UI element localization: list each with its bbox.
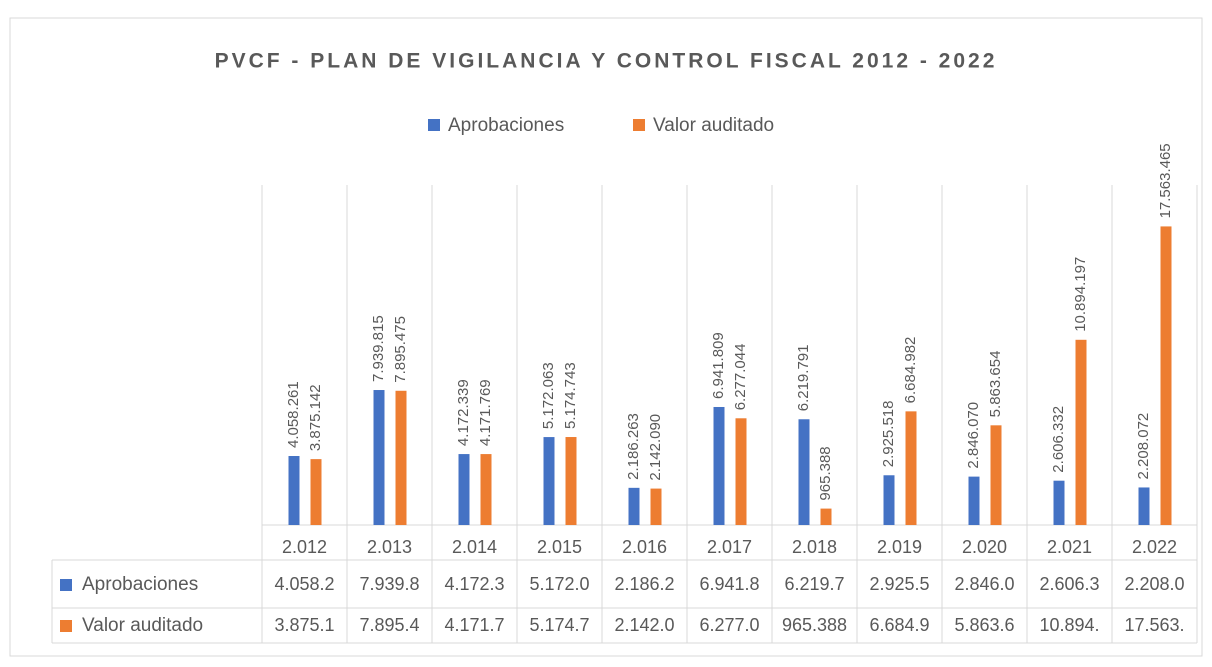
table-cell: 10.894. bbox=[1039, 615, 1099, 635]
table-cell: 6.219.7 bbox=[784, 574, 844, 594]
table-cell: 17.563. bbox=[1124, 615, 1184, 635]
table-cell: 5.863.6 bbox=[954, 615, 1014, 635]
table-cell: 5.174.7 bbox=[529, 615, 589, 635]
bar bbox=[735, 418, 747, 525]
data-label: 2.846.070 bbox=[965, 402, 982, 469]
bar bbox=[820, 508, 832, 525]
x-tick-label: 2.016 bbox=[622, 537, 667, 557]
x-tick-label: 2.022 bbox=[1132, 537, 1177, 557]
table-cell: 2.186.2 bbox=[614, 574, 674, 594]
table-key bbox=[60, 579, 72, 591]
bar bbox=[373, 390, 385, 525]
bar bbox=[310, 459, 322, 525]
bar bbox=[565, 437, 577, 525]
table-cell: 2.606.3 bbox=[1039, 574, 1099, 594]
data-label: 5.863.654 bbox=[987, 351, 1004, 418]
data-label: 2.142.090 bbox=[647, 414, 664, 481]
table-cell: 2.142.0 bbox=[614, 615, 674, 635]
bar bbox=[713, 406, 725, 525]
x-tick-label: 2.012 bbox=[282, 537, 327, 557]
bar bbox=[798, 419, 810, 525]
x-tick-label: 2.020 bbox=[962, 537, 1007, 557]
bar bbox=[1138, 487, 1150, 525]
table-cell: 4.058.2 bbox=[274, 574, 334, 594]
data-label: 2.925.518 bbox=[880, 401, 897, 468]
x-tick-label: 2.013 bbox=[367, 537, 412, 557]
chart-frame bbox=[9, 17, 1203, 657]
chart-title: PVCF - PLAN DE VIGILANCIA Y CONTROL FISC… bbox=[215, 50, 998, 73]
table-cell: 2.846.0 bbox=[954, 574, 1014, 594]
bar bbox=[628, 487, 640, 525]
bar bbox=[288, 456, 300, 525]
data-label: 7.895.475 bbox=[392, 316, 409, 383]
data-label: 10.894.197 bbox=[1072, 257, 1089, 332]
table-cell: 4.172.3 bbox=[444, 574, 504, 594]
table-cell: 6.277.0 bbox=[699, 615, 759, 635]
bar bbox=[1053, 480, 1065, 525]
legend-key bbox=[633, 119, 645, 131]
data-label: 4.171.769 bbox=[477, 379, 494, 446]
bar bbox=[650, 488, 662, 525]
legend-label: Valor auditado bbox=[653, 115, 774, 136]
table-cell: 7.895.4 bbox=[359, 615, 419, 635]
data-label: 6.277.044 bbox=[732, 344, 749, 411]
data-label: 4.172.339 bbox=[455, 379, 472, 446]
x-tick-label: 2.015 bbox=[537, 537, 582, 557]
table-row-header: Valor auditado bbox=[82, 615, 203, 636]
table-cell: 4.171.7 bbox=[444, 615, 504, 635]
data-label: 2.606.332 bbox=[1050, 406, 1067, 473]
x-tick-label: 2.019 bbox=[877, 537, 922, 557]
table-row-header: Aprobaciones bbox=[82, 574, 198, 595]
bar bbox=[968, 476, 980, 525]
table-cell: 965.388 bbox=[782, 615, 847, 635]
data-label: 6.941.809 bbox=[710, 332, 727, 399]
bar bbox=[543, 437, 555, 525]
data-label: 2.208.072 bbox=[1135, 413, 1152, 480]
data-label: 5.174.743 bbox=[562, 362, 579, 429]
table-cell: 2.208.0 bbox=[1124, 574, 1184, 594]
data-label: 2.186.263 bbox=[625, 413, 642, 480]
data-label: 4.058.261 bbox=[285, 381, 302, 448]
x-tick-label: 2.018 bbox=[792, 537, 837, 557]
data-label: 5.172.063 bbox=[540, 362, 557, 429]
bar bbox=[395, 390, 407, 525]
table-cell: 2.925.5 bbox=[869, 574, 929, 594]
table-cell: 6.684.9 bbox=[869, 615, 929, 635]
legend-label: Aprobaciones bbox=[448, 115, 564, 136]
bar bbox=[883, 475, 895, 525]
data-label: 17.563.465 bbox=[1157, 143, 1174, 218]
table-cell: 5.172.0 bbox=[529, 574, 589, 594]
x-tick-label: 2.017 bbox=[707, 537, 752, 557]
bar bbox=[990, 425, 1002, 525]
bar bbox=[458, 454, 470, 525]
x-tick-label: 2.014 bbox=[452, 537, 497, 557]
table-cell: 3.875.1 bbox=[274, 615, 334, 635]
bar bbox=[1160, 226, 1172, 526]
legend-key bbox=[428, 119, 440, 131]
data-label: 3.875.142 bbox=[307, 384, 324, 451]
table-cell: 7.939.8 bbox=[359, 574, 419, 594]
data-label: 7.939.815 bbox=[370, 315, 387, 382]
bar bbox=[905, 411, 917, 525]
data-label: 965.388 bbox=[817, 446, 834, 500]
data-label: 6.684.982 bbox=[902, 337, 919, 404]
bar bbox=[480, 454, 492, 525]
bar bbox=[1075, 339, 1087, 525]
x-tick-label: 2.021 bbox=[1047, 537, 1092, 557]
data-label: 6.219.791 bbox=[795, 345, 812, 412]
table-cell: 6.941.8 bbox=[699, 574, 759, 594]
table-key bbox=[60, 620, 72, 632]
